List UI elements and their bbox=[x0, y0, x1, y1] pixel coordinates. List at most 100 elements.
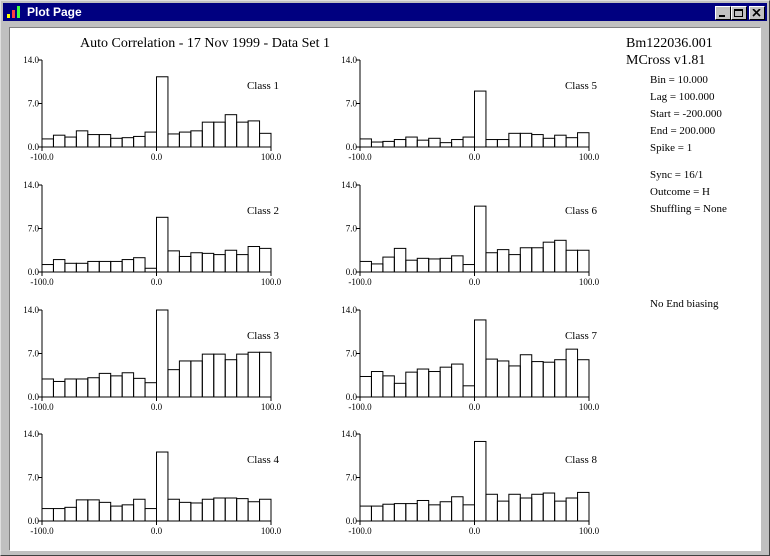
y-tick-label: 0.0 bbox=[346, 516, 358, 526]
histogram-bar bbox=[359, 138, 372, 148]
histogram-bar bbox=[370, 505, 384, 522]
histogram-bar bbox=[75, 499, 89, 522]
histogram-bar bbox=[52, 508, 66, 522]
histogram-bar bbox=[110, 375, 123, 398]
maximize-button[interactable] bbox=[731, 6, 747, 20]
histogram-bar bbox=[98, 134, 112, 148]
y-tick-label: 14.0 bbox=[23, 429, 39, 439]
program-version: MCross v1.81 bbox=[626, 53, 705, 68]
histogram-bar bbox=[496, 360, 510, 398]
histogram-bar bbox=[178, 501, 192, 522]
y-tick-label: 0.0 bbox=[28, 392, 40, 402]
histogram-bar bbox=[393, 139, 407, 148]
histogram-bar bbox=[474, 90, 487, 148]
y-tick-label: 14.0 bbox=[341, 429, 357, 439]
histogram-bar bbox=[474, 319, 487, 398]
y-tick-label: 0.0 bbox=[346, 392, 358, 402]
class-label: Class 7 bbox=[565, 330, 598, 342]
histogram-bar bbox=[519, 247, 533, 273]
histogram-bar bbox=[462, 385, 475, 398]
title-bar[interactable]: Plot Page bbox=[3, 3, 767, 21]
x-tick-label: 100.0 bbox=[579, 277, 600, 287]
histogram-bar bbox=[156, 76, 169, 148]
param-line: Bin = 10.000 bbox=[650, 74, 708, 86]
histogram-bar bbox=[121, 259, 135, 273]
histogram-bar bbox=[531, 493, 544, 522]
y-tick-label: 14.0 bbox=[341, 180, 357, 190]
histogram-bar bbox=[98, 260, 112, 273]
class-label: Class 2 bbox=[247, 205, 279, 217]
histogram-bar bbox=[247, 351, 261, 398]
class-label: Class 8 bbox=[565, 454, 598, 466]
x-tick-label: 0.0 bbox=[469, 402, 481, 412]
histogram-bar bbox=[213, 254, 226, 273]
histogram-bar bbox=[201, 353, 215, 398]
histogram-bar bbox=[224, 249, 238, 273]
x-tick-label: 100.0 bbox=[261, 526, 282, 536]
y-tick-label: 0.0 bbox=[346, 267, 358, 277]
histogram-bar bbox=[121, 137, 135, 148]
histogram-bar bbox=[190, 502, 203, 522]
histogram-bar bbox=[133, 377, 146, 398]
histogram-bar bbox=[451, 363, 464, 398]
histogram-bar bbox=[393, 247, 407, 273]
histogram-bar bbox=[382, 256, 395, 273]
histogram-bar bbox=[496, 249, 510, 273]
x-tick-label: 0.0 bbox=[469, 277, 481, 287]
param-line: Outcome = H bbox=[650, 186, 710, 198]
x-tick-label: 0.0 bbox=[469, 152, 481, 162]
histogram-bar bbox=[144, 131, 158, 148]
histogram-bar bbox=[554, 134, 567, 148]
histogram-bar bbox=[144, 382, 158, 398]
histogram-bar bbox=[382, 503, 395, 522]
param-line: Start = -200.000 bbox=[650, 108, 722, 120]
histogram-bar bbox=[247, 501, 261, 522]
histogram-bar bbox=[451, 496, 464, 522]
x-tick-label: 100.0 bbox=[261, 402, 282, 412]
histogram-bar bbox=[201, 252, 215, 273]
histogram-bar bbox=[428, 371, 441, 398]
histogram-bar bbox=[519, 497, 533, 522]
plot-area: Auto Correlation - 17 Nov 1999 - Data Se… bbox=[9, 27, 761, 551]
histogram-bar bbox=[133, 257, 146, 273]
close-icon bbox=[752, 9, 761, 17]
histogram-bar bbox=[213, 497, 226, 522]
histogram-bar bbox=[110, 260, 123, 273]
histogram-bar bbox=[236, 353, 249, 398]
histogram-bar bbox=[542, 492, 556, 522]
histogram-bar bbox=[405, 136, 418, 148]
x-tick-label: 0.0 bbox=[151, 152, 163, 162]
x-tick-label: -100.0 bbox=[348, 152, 372, 162]
histogram-bar bbox=[577, 132, 590, 148]
histogram-bar bbox=[167, 369, 180, 398]
histogram-bar bbox=[224, 359, 238, 398]
histogram-bar bbox=[213, 121, 226, 148]
histogram-bar bbox=[133, 135, 146, 148]
maximize-icon bbox=[734, 9, 743, 17]
histogram-bar bbox=[247, 246, 261, 273]
histogram-bar bbox=[485, 252, 498, 273]
histogram-bar bbox=[87, 260, 100, 273]
y-tick-label: 7.0 bbox=[28, 99, 40, 109]
histogram-bar bbox=[416, 257, 430, 273]
y-tick-label: 7.0 bbox=[28, 224, 40, 234]
chart-main-title: Auto Correlation - 17 Nov 1999 - Data Se… bbox=[80, 36, 330, 51]
histogram-bar bbox=[110, 505, 123, 522]
file-name: Bm122036.001 bbox=[626, 36, 713, 51]
window-title: Plot Page bbox=[27, 5, 82, 19]
histogram-bar bbox=[485, 139, 498, 148]
class-label: Class 5 bbox=[565, 80, 598, 92]
histogram-bar bbox=[519, 132, 533, 148]
histogram-bar bbox=[64, 506, 77, 522]
histogram-bar bbox=[542, 241, 556, 273]
histogram-bar bbox=[405, 503, 418, 522]
y-tick-label: 14.0 bbox=[341, 305, 357, 315]
histogram-bar bbox=[439, 257, 453, 273]
histogram-bar bbox=[577, 359, 590, 398]
histogram-bar bbox=[41, 138, 54, 148]
close-button[interactable] bbox=[749, 6, 765, 20]
minimize-button[interactable] bbox=[715, 6, 731, 20]
